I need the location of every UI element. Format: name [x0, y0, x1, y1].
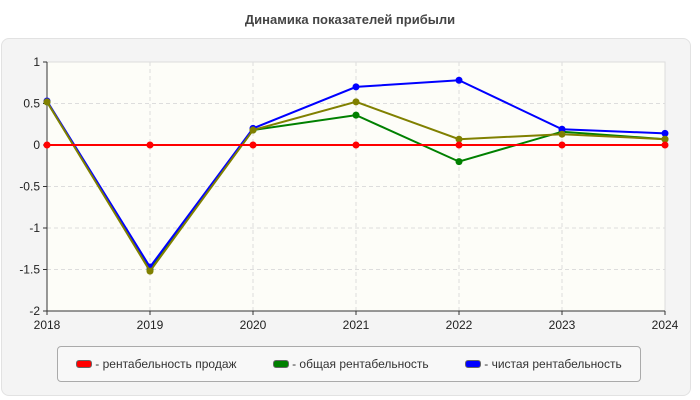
legend-item-net[interactable]: - чистая рентабельность — [465, 357, 622, 371]
data-point — [352, 98, 360, 106]
data-point — [455, 135, 463, 143]
y-tick-label: 0.5 — [23, 97, 40, 111]
data-point — [661, 129, 669, 137]
data-point — [43, 98, 51, 106]
data-point — [352, 111, 360, 119]
data-point — [661, 141, 669, 149]
y-tick-label: -2 — [29, 304, 40, 318]
data-point — [146, 267, 154, 275]
data-point — [352, 83, 360, 91]
legend-swatch — [76, 360, 93, 368]
data-point — [661, 135, 669, 143]
legend-swatch — [465, 360, 482, 368]
legend-swatch — [273, 360, 290, 368]
y-tick-label: -1.5 — [19, 263, 40, 277]
y-tick-label: -0.5 — [19, 180, 40, 194]
data-point — [352, 141, 360, 149]
x-tick-label: 2019 — [137, 318, 164, 332]
x-tick-label: 2024 — [652, 318, 679, 332]
data-point — [558, 130, 566, 138]
y-tick-label: -1 — [29, 221, 40, 235]
data-point — [558, 125, 566, 133]
legend-label: - общая рентабельность — [292, 357, 429, 371]
y-tick-label: 1 — [33, 55, 40, 69]
data-point — [249, 126, 257, 134]
legend-label: - рентабельность продаж — [95, 357, 237, 371]
data-point — [455, 76, 463, 84]
legend-item-sales[interactable]: - рентабельность продаж — [76, 357, 237, 371]
data-point — [43, 141, 51, 149]
x-tick-label: 2021 — [343, 318, 370, 332]
data-point — [455, 141, 463, 149]
data-point — [558, 141, 566, 149]
data-point — [249, 141, 257, 149]
data-point — [455, 158, 463, 166]
x-tick-label: 2023 — [549, 318, 576, 332]
data-point — [146, 141, 154, 149]
chart-title: Динамика показателей прибыли — [244, 12, 456, 27]
legend: - рентабельность продаж - общая рентабел… — [57, 346, 641, 382]
legend-label: - чистая рентабельность — [484, 357, 622, 371]
x-tick-label: 2022 — [446, 318, 473, 332]
x-tick-label: 2018 — [34, 318, 61, 332]
y-tick-label: 0 — [33, 138, 40, 152]
legend-item-total[interactable]: - общая рентабельность — [273, 357, 429, 371]
x-tick-label: 2020 — [240, 318, 267, 332]
